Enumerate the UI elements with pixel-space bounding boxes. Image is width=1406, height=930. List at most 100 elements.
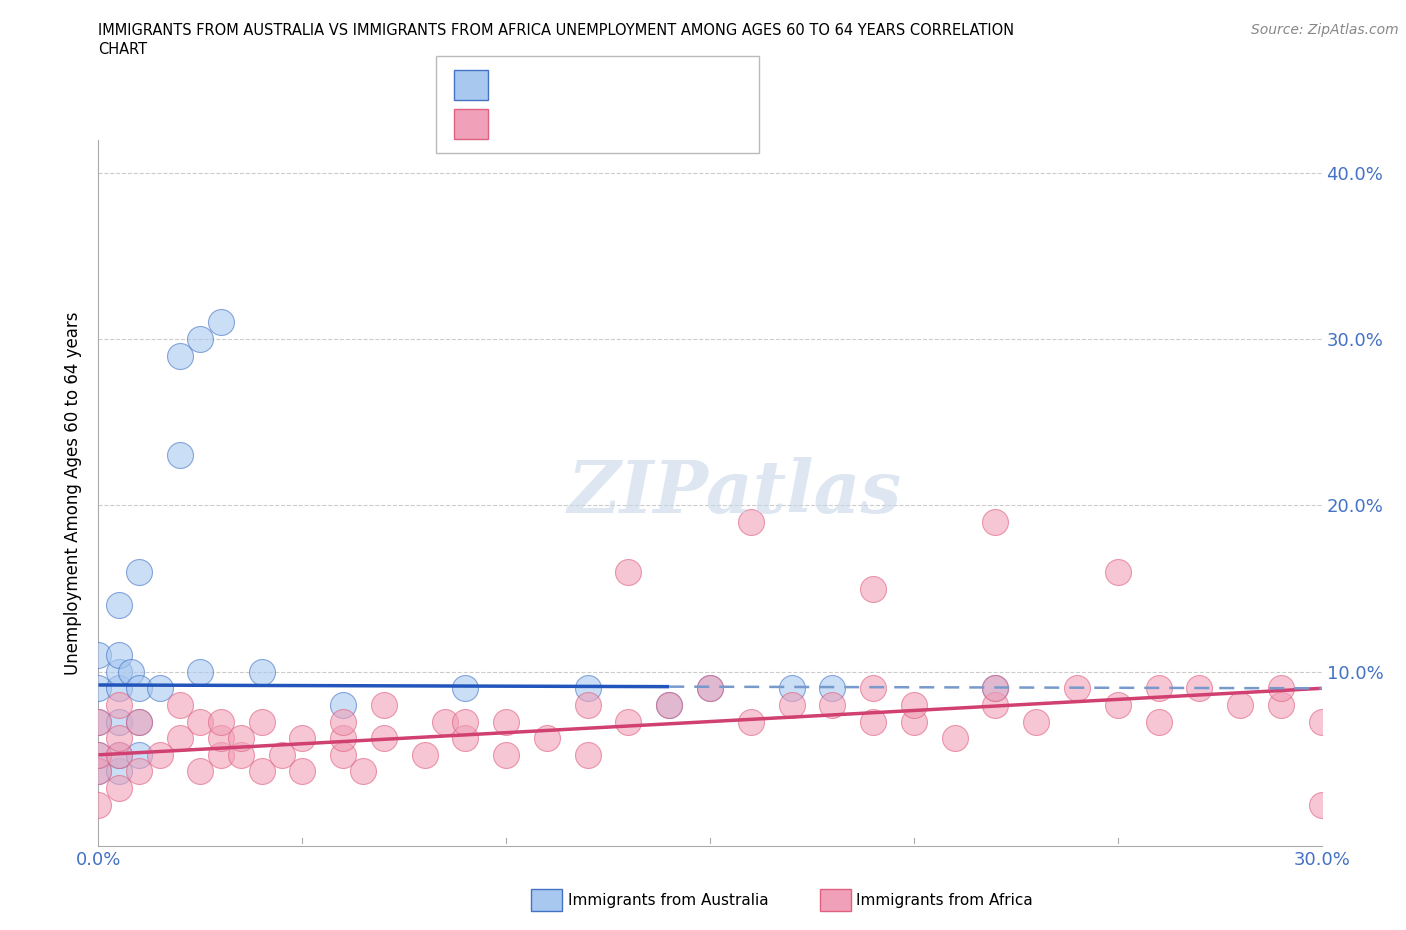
Point bbox=[1107, 565, 1129, 579]
Point bbox=[250, 764, 273, 779]
Point bbox=[1147, 681, 1170, 696]
Point bbox=[352, 764, 374, 779]
Point bbox=[188, 664, 212, 679]
Text: -0.004: -0.004 bbox=[534, 75, 593, 94]
Point bbox=[128, 764, 150, 779]
Point bbox=[87, 748, 110, 763]
Point bbox=[821, 681, 844, 696]
Point bbox=[495, 748, 517, 763]
Text: IMMIGRANTS FROM AUSTRALIA VS IMMIGRANTS FROM AFRICA UNEMPLOYMENT AMONG AGES 60 T: IMMIGRANTS FROM AUSTRALIA VS IMMIGRANTS … bbox=[98, 23, 1015, 38]
Point bbox=[188, 714, 212, 729]
Point bbox=[108, 764, 131, 779]
Point bbox=[270, 748, 294, 763]
Point bbox=[108, 681, 131, 696]
Point bbox=[454, 731, 477, 746]
Point bbox=[169, 448, 191, 463]
Point bbox=[169, 731, 191, 746]
Point bbox=[536, 731, 558, 746]
Point bbox=[108, 647, 131, 662]
Point bbox=[209, 731, 232, 746]
Point bbox=[188, 764, 212, 779]
Point bbox=[332, 698, 354, 712]
Text: Immigrants from Africa: Immigrants from Africa bbox=[856, 893, 1033, 908]
Text: Immigrants from Australia: Immigrants from Australia bbox=[568, 893, 769, 908]
Point bbox=[434, 714, 457, 729]
Point bbox=[699, 681, 721, 696]
Point bbox=[128, 714, 150, 729]
Point bbox=[128, 748, 150, 763]
Point bbox=[231, 748, 253, 763]
Point bbox=[87, 764, 110, 779]
Point bbox=[87, 714, 110, 729]
Point bbox=[862, 681, 884, 696]
Point bbox=[108, 748, 131, 763]
Point bbox=[332, 714, 354, 729]
Point bbox=[658, 698, 681, 712]
Point bbox=[250, 714, 273, 729]
Text: ZIPatlas: ZIPatlas bbox=[568, 458, 901, 528]
Point bbox=[1066, 681, 1088, 696]
Point bbox=[576, 748, 599, 763]
Point bbox=[413, 748, 436, 763]
Point bbox=[1229, 698, 1251, 712]
Point bbox=[862, 714, 884, 729]
Point bbox=[821, 698, 844, 712]
Text: 69: 69 bbox=[637, 114, 659, 133]
Point bbox=[108, 598, 131, 613]
Point bbox=[780, 698, 803, 712]
Text: CHART: CHART bbox=[98, 42, 148, 57]
Point bbox=[209, 315, 232, 330]
Point bbox=[984, 681, 1007, 696]
Point bbox=[128, 565, 150, 579]
Point bbox=[87, 748, 110, 763]
Point bbox=[740, 714, 762, 729]
Point bbox=[120, 664, 142, 679]
Point bbox=[108, 731, 131, 746]
Point bbox=[373, 698, 395, 712]
Text: 35: 35 bbox=[637, 75, 659, 94]
Point bbox=[903, 698, 925, 712]
Point bbox=[454, 681, 477, 696]
Point bbox=[209, 748, 232, 763]
Point bbox=[108, 748, 131, 763]
Point bbox=[699, 681, 721, 696]
Point bbox=[149, 681, 172, 696]
Point bbox=[495, 714, 517, 729]
Point bbox=[1270, 681, 1292, 696]
Point bbox=[576, 681, 599, 696]
Point bbox=[1025, 714, 1047, 729]
Point bbox=[1107, 698, 1129, 712]
Point bbox=[291, 731, 314, 746]
Point bbox=[128, 681, 150, 696]
Point bbox=[108, 780, 131, 795]
Point bbox=[1270, 698, 1292, 712]
Point bbox=[332, 731, 354, 746]
Point bbox=[658, 698, 681, 712]
Point bbox=[108, 664, 131, 679]
Point bbox=[128, 714, 150, 729]
Text: R =: R = bbox=[495, 75, 531, 94]
Point bbox=[250, 664, 273, 679]
Point bbox=[149, 748, 172, 763]
Point bbox=[903, 714, 925, 729]
Point bbox=[169, 348, 191, 363]
Point bbox=[108, 714, 131, 729]
Point bbox=[169, 698, 191, 712]
Point bbox=[188, 332, 212, 347]
Point bbox=[454, 714, 477, 729]
Point bbox=[576, 698, 599, 712]
Point bbox=[87, 647, 110, 662]
Point bbox=[984, 514, 1007, 529]
Point bbox=[373, 731, 395, 746]
Y-axis label: Unemployment Among Ages 60 to 64 years: Unemployment Among Ages 60 to 64 years bbox=[65, 312, 83, 674]
Point bbox=[231, 731, 253, 746]
Point bbox=[617, 714, 640, 729]
Point bbox=[87, 681, 110, 696]
Point bbox=[1310, 797, 1333, 812]
Point bbox=[291, 764, 314, 779]
Point bbox=[87, 764, 110, 779]
Point bbox=[984, 681, 1007, 696]
Text: N =: N = bbox=[605, 114, 641, 133]
Text: Source: ZipAtlas.com: Source: ZipAtlas.com bbox=[1251, 23, 1399, 37]
Point bbox=[87, 797, 110, 812]
